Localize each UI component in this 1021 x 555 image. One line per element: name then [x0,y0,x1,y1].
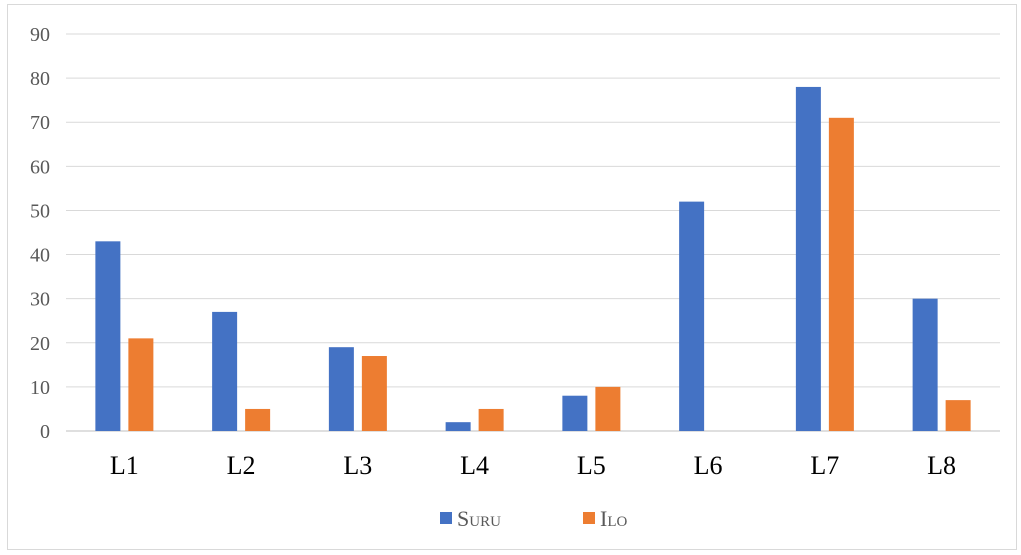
x-tick-label: L5 [577,451,606,480]
bar-suru-l4 [445,422,471,431]
bar-suru-l2 [212,311,238,431]
bar-ilo-l4 [478,408,504,431]
x-tick-label: L1 [110,451,139,480]
y-tick-label: 90 [30,24,50,46]
y-tick-label: 20 [30,333,50,355]
y-tick-label: 70 [30,112,50,134]
legend: Suru Ilo [440,506,627,531]
bar-ilo-l5 [595,386,621,431]
y-tick-label: 0 [40,421,50,443]
gridlines [66,33,1000,432]
bar-ilo-l2 [245,408,271,431]
x-tick-label: L6 [694,451,723,480]
y-tick-label: 40 [30,245,50,267]
y-tick-label: 10 [30,377,50,399]
bar-suru-l5 [562,395,588,431]
legend-label-ilo: Ilo [600,506,627,531]
bar-ilo-l7 [828,117,854,432]
bar-ilo-l1 [128,338,154,431]
x-tick-label: L7 [810,451,839,480]
x-tick-label: L4 [460,451,489,480]
legend-swatch-suru [440,512,452,524]
bar-ilo-l8 [945,400,971,431]
y-tick-label: 50 [30,200,50,222]
y-axis-ticks: 0 10 20 30 40 50 60 70 80 90 [30,24,50,443]
bars [95,86,971,432]
bar-suru-l3 [328,347,354,431]
y-tick-label: 80 [30,68,50,90]
bar-suru-l6 [679,201,705,431]
x-axis: L1 L2 L3 L4 L5 L6 L7 L8 [110,451,956,480]
x-tick-label: L8 [927,451,956,480]
legend-label-suru: Suru [457,506,501,531]
legend-swatch-ilo [583,512,595,524]
bar-suru-l7 [795,86,821,431]
x-tick-label: L2 [227,451,256,480]
x-tick-label: L3 [343,451,372,480]
bar-suru-l1 [95,241,121,431]
y-tick-label: 30 [30,289,50,311]
y-tick-label: 60 [30,156,50,178]
bar-ilo-l3 [361,356,387,431]
bar-suru-l8 [912,298,938,431]
